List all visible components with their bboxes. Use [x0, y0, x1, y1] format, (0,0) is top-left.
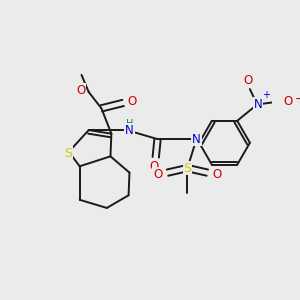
Text: N: N	[192, 133, 201, 146]
Text: O: O	[244, 74, 253, 88]
Text: H: H	[126, 119, 133, 129]
Text: N: N	[125, 124, 134, 136]
Text: +: +	[262, 90, 270, 100]
Text: −: −	[294, 93, 300, 106]
Text: O: O	[76, 84, 85, 97]
Text: N: N	[254, 98, 262, 111]
Text: O: O	[283, 95, 292, 108]
Text: S: S	[64, 147, 72, 160]
Text: O: O	[213, 168, 222, 181]
Text: O: O	[149, 160, 158, 173]
Text: O: O	[153, 168, 162, 181]
Text: S: S	[183, 162, 191, 175]
Text: O: O	[128, 94, 137, 108]
